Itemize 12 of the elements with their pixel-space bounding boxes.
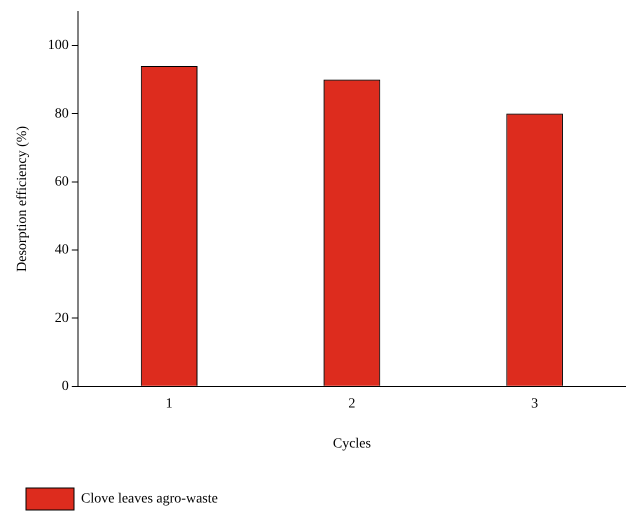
- legend-label: Clove leaves agro-waste: [81, 492, 218, 507]
- x-tick-label: 3: [531, 396, 538, 412]
- y-axis-title: Desorption efficiency (%): [15, 126, 30, 272]
- x-axis-title: Cycles: [332, 436, 371, 452]
- y-tick-label: 0: [62, 379, 69, 394]
- y-tick-label: 40: [54, 242, 69, 258]
- y-tick-label: 60: [54, 174, 69, 190]
- x-tick-label: 1: [166, 396, 173, 412]
- x-tick-label: 2: [348, 396, 356, 412]
- y-tick-label: 100: [48, 38, 69, 54]
- y-tick-label: 80: [54, 106, 69, 122]
- y-tick-label: 20: [54, 310, 69, 326]
